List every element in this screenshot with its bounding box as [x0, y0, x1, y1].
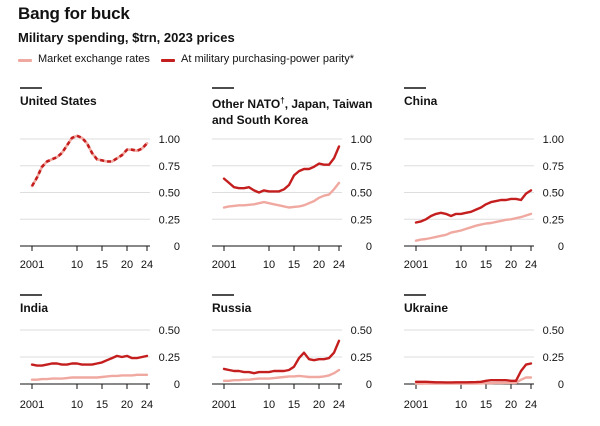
xtick-label-united-states-2: 15	[96, 259, 108, 271]
xtick-label-united-states-4: 24	[141, 259, 153, 271]
xtick-label-ukraine-4: 24	[525, 399, 537, 411]
xtick-label-china-2: 15	[480, 259, 492, 271]
panel-title-russia: Russia	[212, 301, 252, 315]
xtick-label-russia-4: 24	[333, 399, 345, 411]
series-line-ppp-china	[414, 189, 533, 224]
ytick-label-united-states-3: 0.75	[159, 161, 180, 173]
chart-subtitle: Military spending, $trn, 2023 prices	[18, 30, 235, 45]
panel-title-ukraine: Ukraine	[404, 301, 449, 315]
xtick-label-china-0: 2001	[404, 259, 428, 271]
xtick-label-ukraine-1: 10	[455, 399, 467, 411]
xtick-label-russia-0: 2001	[212, 399, 236, 411]
xtick-label-russia-1: 10	[263, 399, 275, 411]
panel-title-other-nato-sup: †	[280, 96, 285, 105]
panel-title-china: China	[404, 94, 438, 108]
panel-title-other-nato-rest: , Japan, Taiwan and South Korea	[212, 97, 373, 127]
legend-swatch-ppp	[161, 59, 175, 62]
legend-label-market: Market exchange rates	[38, 53, 150, 65]
xtick-label-ukraine-2: 15	[480, 399, 492, 411]
series-line-market-other-nato	[222, 181, 341, 209]
series-line-market-china	[414, 212, 533, 242]
ytick-label-russia-0: 0	[366, 379, 372, 391]
xtick-label-india-3: 20	[121, 399, 133, 411]
ytick-label-united-states-1: 0.25	[159, 214, 180, 226]
ytick-label-china-0: 0	[558, 241, 564, 253]
ytick-label-other-nato-0: 0	[366, 241, 372, 253]
ytick-label-russia-2: 0.50	[351, 325, 372, 337]
series-line-ppp-other-nato	[222, 145, 341, 194]
series-line-market-india	[30, 373, 149, 381]
ytick-label-china-3: 0.75	[543, 161, 564, 173]
ytick-label-india-1: 0.25	[159, 352, 180, 364]
series-line-ppp-russia	[222, 339, 341, 375]
ytick-label-china-2: 0.50	[543, 188, 564, 200]
series-line-market-russia	[222, 368, 341, 382]
xtick-label-other-nato-3: 20	[313, 259, 325, 271]
panel-title-india: India	[20, 301, 49, 315]
ytick-label-ukraine-0: 0	[558, 379, 564, 391]
ytick-label-ukraine-2: 0.50	[543, 325, 564, 337]
ytick-label-united-states-2: 0.50	[159, 188, 180, 200]
xtick-label-other-nato-1: 10	[263, 259, 275, 271]
panel-title-united-states: United States	[20, 94, 97, 108]
ytick-label-russia-1: 0.25	[351, 352, 372, 364]
xtick-label-china-1: 10	[455, 259, 467, 271]
xtick-label-other-nato-4: 24	[333, 259, 345, 271]
series-line-ppp-ukraine	[414, 362, 533, 384]
ytick-label-united-states-4: 1.00	[159, 134, 180, 146]
xtick-label-united-states-0: 2001	[20, 259, 44, 271]
xtick-label-ukraine-0: 2001	[404, 399, 428, 411]
series-line-market-ukraine	[414, 376, 533, 385]
xtick-label-other-nato-2: 15	[288, 259, 300, 271]
ytick-label-other-nato-3: 0.75	[351, 161, 372, 173]
ytick-label-ukraine-1: 0.25	[543, 352, 564, 364]
xtick-label-india-2: 15	[96, 399, 108, 411]
ytick-label-other-nato-1: 0.25	[351, 214, 372, 226]
xtick-label-united-states-1: 10	[71, 259, 83, 271]
series-line-market-united-states	[30, 134, 149, 188]
legend-label-ppp: At military purchasing-power parity*	[181, 53, 355, 65]
ytick-label-china-1: 0.25	[543, 214, 564, 226]
series-line-ppp-india	[30, 354, 149, 367]
xtick-label-china-4: 24	[525, 259, 537, 271]
ytick-label-united-states-0: 0	[174, 241, 180, 253]
xtick-label-russia-3: 20	[313, 399, 325, 411]
xtick-label-other-nato-0: 2001	[212, 259, 236, 271]
panel-title-other-nato-text: Other NATO	[212, 97, 281, 111]
xtick-label-united-states-3: 20	[121, 259, 133, 271]
xtick-label-india-0: 2001	[20, 399, 44, 411]
ytick-label-other-nato-4: 1.00	[351, 134, 372, 146]
series-line-ppp-united-states	[30, 134, 148, 187]
ytick-label-india-2: 0.50	[159, 325, 180, 337]
xtick-label-russia-2: 15	[288, 399, 300, 411]
ytick-label-india-0: 0	[174, 379, 180, 391]
xtick-label-ukraine-3: 20	[505, 399, 517, 411]
xtick-label-india-1: 10	[71, 399, 83, 411]
ytick-label-other-nato-2: 0.50	[351, 188, 372, 200]
panel-title-other-nato: Other NATO†, Japan, Taiwan and South Kor…	[212, 93, 387, 128]
xtick-label-india-4: 24	[141, 399, 153, 411]
legend-swatch-market	[18, 59, 32, 62]
chart-title: Bang for buck	[18, 4, 130, 23]
ytick-label-china-4: 1.00	[543, 134, 564, 146]
xtick-label-china-3: 20	[505, 259, 517, 271]
